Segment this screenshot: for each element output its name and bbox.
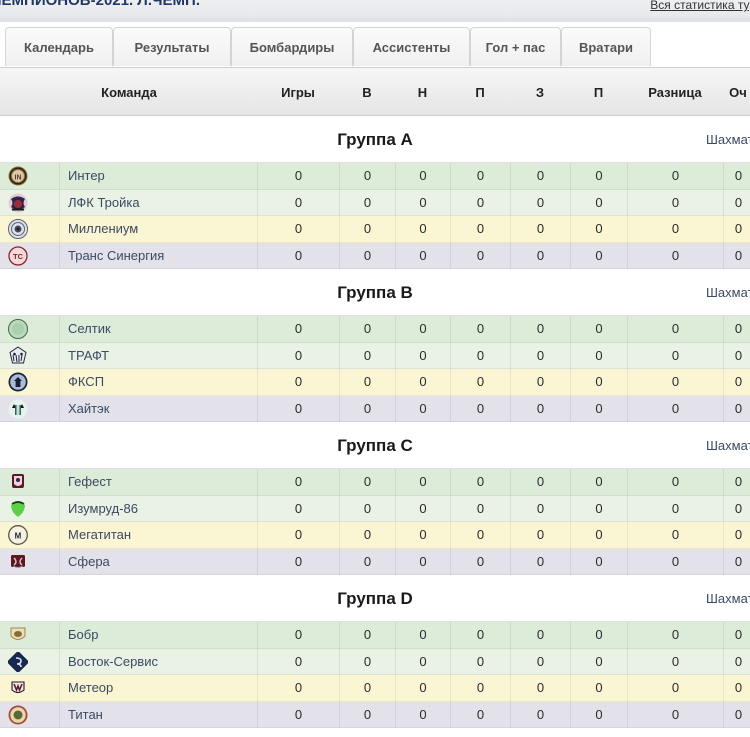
svg-text:M: M [15, 532, 22, 541]
svg-text:TC: TC [13, 252, 24, 261]
svg-text:IN: IN [15, 175, 22, 182]
